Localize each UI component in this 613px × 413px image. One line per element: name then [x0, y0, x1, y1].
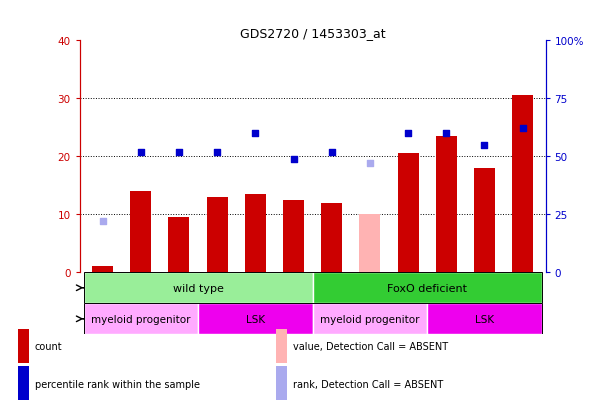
Text: value, Detection Call = ABSENT: value, Detection Call = ABSENT [293, 342, 448, 351]
Bar [436, 137, 457, 273]
Bar [313, 304, 427, 335]
Bar [198, 304, 313, 335]
Bar [276, 329, 287, 363]
Bar [207, 197, 227, 273]
Bar [169, 218, 189, 273]
Bar [245, 195, 266, 273]
Bar [83, 273, 313, 304]
Text: rank, Detection Call = ABSENT: rank, Detection Call = ABSENT [293, 379, 444, 389]
Bar [18, 329, 29, 363]
Bar [398, 154, 419, 273]
Text: LSK: LSK [246, 314, 265, 324]
Point [174, 149, 184, 156]
Bar [512, 96, 533, 273]
Bar [359, 215, 381, 273]
Bar [18, 366, 29, 400]
Point [403, 131, 413, 137]
Point [518, 126, 528, 133]
Text: wild type: wild type [173, 283, 224, 293]
Text: percentile rank within the sample: percentile rank within the sample [35, 379, 200, 389]
Text: myeloid progenitor: myeloid progenitor [320, 314, 420, 324]
Point [97, 218, 107, 225]
Point [251, 131, 261, 137]
Point [136, 149, 146, 156]
Bar [131, 192, 151, 273]
Bar [474, 169, 495, 273]
Point [289, 156, 299, 163]
Point [479, 142, 489, 149]
Text: count: count [35, 342, 63, 351]
Bar [321, 203, 342, 273]
Bar [283, 200, 304, 273]
Text: LSK: LSK [475, 314, 494, 324]
Bar [83, 304, 198, 335]
Point [327, 149, 337, 156]
Bar [276, 366, 287, 400]
Bar [427, 304, 542, 335]
Text: myeloid progenitor: myeloid progenitor [91, 314, 191, 324]
Point [441, 131, 451, 137]
Bar [313, 273, 542, 304]
Text: FoxO deficient: FoxO deficient [387, 283, 467, 293]
Bar [92, 267, 113, 273]
Title: GDS2720 / 1453303_at: GDS2720 / 1453303_at [240, 27, 386, 40]
Point [365, 161, 375, 167]
Point [212, 149, 222, 156]
